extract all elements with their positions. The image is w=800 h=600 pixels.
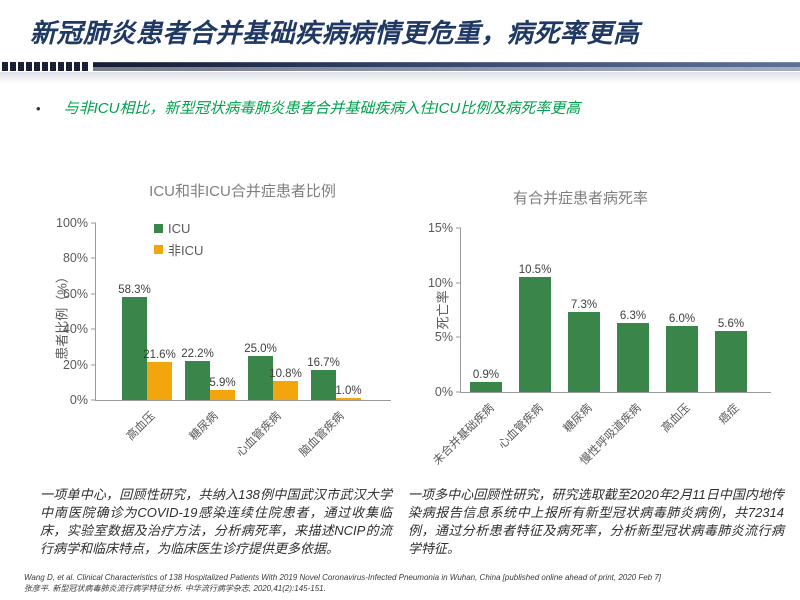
chart-icu-comorbidity-proportion: ICU和非ICU合并症患者比例 患者比例（%） 0% 20% 40% 60% 80% 10… [40, 180, 392, 480]
divider-square [74, 62, 80, 71]
y-tick-mark [91, 364, 96, 366]
y-tick-label: 80% [62, 251, 88, 266]
y-tick-label: 15% [427, 221, 453, 235]
divider-square [18, 62, 24, 71]
divider-square [34, 62, 40, 71]
bar-病死率-未合并基础疾病: 0.9% [470, 369, 502, 392]
y-tick-label: 20% [62, 357, 88, 372]
reference-line: Wang D, et al. Clinical Characteristics … [24, 573, 662, 582]
y-tick-mark [456, 282, 461, 284]
y-tick-mark [91, 257, 96, 259]
data-label: 6.3% [619, 310, 647, 323]
y-tick-label: 100% [56, 216, 88, 230]
bar-group: 6.3% 慢性呼吸道疾病 [578, 228, 649, 468]
y-tick-label: 10% [427, 275, 453, 290]
study-note-right: 一项多中心回顾性研究，研究选取截至2020年2月11日中国内地传染病报告信息系统… [408, 487, 784, 556]
bullet-icon: • [36, 101, 41, 116]
data-label: 1.0% [335, 385, 362, 398]
bar-group: 10.5% 心血管疾病 [496, 228, 551, 451]
bar-group: 22.2% 5.9% 糖尿病 [181, 223, 236, 443]
y-tick-mark [91, 222, 96, 224]
bar-非ICU-脑血管疾病: 1.0% [335, 385, 362, 400]
divider-square [58, 62, 64, 71]
references: Wang D, et al. Clinical Characteristics … [24, 573, 794, 595]
divider-square [10, 62, 16, 71]
data-label: 16.7% [307, 357, 340, 370]
legend-swatch-icon [154, 245, 163, 254]
y-axis-label: 死亡率 [435, 290, 451, 330]
legend: ICU 非ICU [154, 218, 203, 260]
y-tick-mark [91, 293, 96, 295]
bar-病死率-癌症: 5.6% [715, 318, 747, 392]
data-label: 21.6% [143, 348, 176, 361]
y-tick-label: 60% [62, 286, 88, 301]
legend-swatch-icon [154, 224, 163, 233]
divider-square [50, 62, 56, 71]
y-tick-label: 0% [434, 385, 453, 399]
y-tick-label: 5% [434, 330, 453, 345]
y-tick-label: 0% [69, 393, 88, 407]
y-tick-mark [91, 328, 96, 330]
data-label: 5.9% [209, 376, 236, 389]
bar-病死率-糖尿病: 7.3% [568, 299, 600, 392]
bar-病死率-慢性呼吸道疾病: 6.3% [617, 310, 649, 392]
divider-bar [93, 62, 800, 71]
legend-item: ICU [154, 218, 203, 239]
bar-ICU-糖尿病: 22.2% [181, 348, 214, 400]
bar-group: 58.3% 21.6% 高血压 [118, 223, 176, 443]
y-tick-mark [456, 391, 461, 393]
bar-group: 5.6% 癌症 [715, 228, 747, 427]
bar-病死率-高血压: 6.0% [666, 313, 698, 392]
legend-label: 非ICU [168, 243, 204, 258]
y-tick-label: 40% [62, 322, 88, 337]
divider-square [26, 62, 32, 71]
chart-comorbidity-fatality-rate: 有合并症患者病死率 死亡率 0% 5% 10% 15% 0.9% 未合并基础疾病 10.5%… [408, 187, 790, 487]
y-axis-label: 患者比例（%） [54, 270, 70, 360]
bar-group: 25.0% 10.8% 心血管疾病 [234, 223, 302, 460]
divider-square [82, 62, 88, 71]
data-label: 6.0% [668, 313, 696, 326]
data-label: 10.5% [518, 264, 552, 277]
bullet-row: • 与非ICU相比，新型冠状病毒肺炎患者合并基础疾病入住ICU比例及病死率更高 [36, 99, 580, 119]
plot-area: 0% 20% 40% 60% 80% 100% 58.3% 21.6% 高血压 22.2% 5.9%… [56, 216, 391, 460]
data-label: 25.0% [244, 342, 277, 355]
bar-ICU-脑血管疾病: 16.7% [307, 357, 340, 400]
chart-title: 有合并症患者病死率 [512, 190, 648, 207]
slide-title: 新冠肺炎患者合并基础疾病病情更危重，病死率更高 [30, 18, 640, 48]
legend-item: 非ICU [154, 239, 203, 260]
bars-area: 0.9% 未合并基础疾病 10.5% 心血管疾病 7.3% 糖尿病 6.3% 慢性呼吸道疾病 6… [431, 228, 771, 468]
bar-非ICU-糖尿病: 5.9% [209, 377, 236, 400]
divider-square [42, 62, 48, 71]
reference-line: 张彦平. 新型冠状病毒肺炎流行病学特征分析. 中华流行病学杂志, 2020,41… [24, 583, 326, 593]
bullet-text: 与非ICU相比，新型冠状病毒肺炎患者合并基础疾病入住ICU比例及病死率更高 [63, 100, 581, 117]
bar-group: 6.0% 高血压 [660, 228, 698, 435]
divider-shadow [0, 72, 800, 84]
plot-area: 0% 5% 10% 15% 0.9% 未合并基础疾病 10.5% 心血管疾病 7.3% 糖尿病 6.… [428, 221, 771, 468]
chart-title: ICU和非ICU合并症患者比例 [149, 183, 336, 200]
data-label: 7.3% [570, 299, 598, 312]
study-note-left: 一项单中心，回顾性研究，共纳入138例中国武汉市武汉大学中南医院确诊为COVID… [40, 487, 392, 556]
data-label: 58.3% [118, 283, 151, 296]
bar-group: 7.3% 糖尿病 [562, 228, 600, 435]
bar-group: 0.9% 未合并基础疾病 [431, 228, 502, 468]
bar-非ICU-心血管疾病: 10.8% [269, 368, 302, 400]
divider-square [2, 62, 8, 71]
bar-病死率-心血管疾病: 10.5% [519, 264, 551, 392]
y-tick-mark [91, 399, 96, 401]
data-label: 5.6% [717, 317, 745, 330]
y-tick-mark [456, 227, 461, 229]
data-label: 10.8% [269, 367, 302, 380]
bar-ICU-高血压: 58.3% [118, 284, 151, 400]
legend-label: ICU [168, 221, 191, 236]
bar-非ICU-高血压: 21.6% [143, 349, 176, 400]
data-label: 22.2% [181, 347, 214, 360]
y-tick-mark [456, 336, 461, 338]
bar-ICU-心血管疾病: 25.0% [244, 343, 277, 400]
bars-area: 58.3% 21.6% 高血压 22.2% 5.9% 糖尿病 25.0% 10.8% 心血管疾病… [96, 223, 391, 460]
divider-square [66, 62, 72, 71]
divider-squares-decoration [2, 62, 88, 71]
bar-group: 16.7% 1.0% 脑血管疾病 [297, 223, 362, 459]
data-label: 0.9% [472, 369, 500, 382]
